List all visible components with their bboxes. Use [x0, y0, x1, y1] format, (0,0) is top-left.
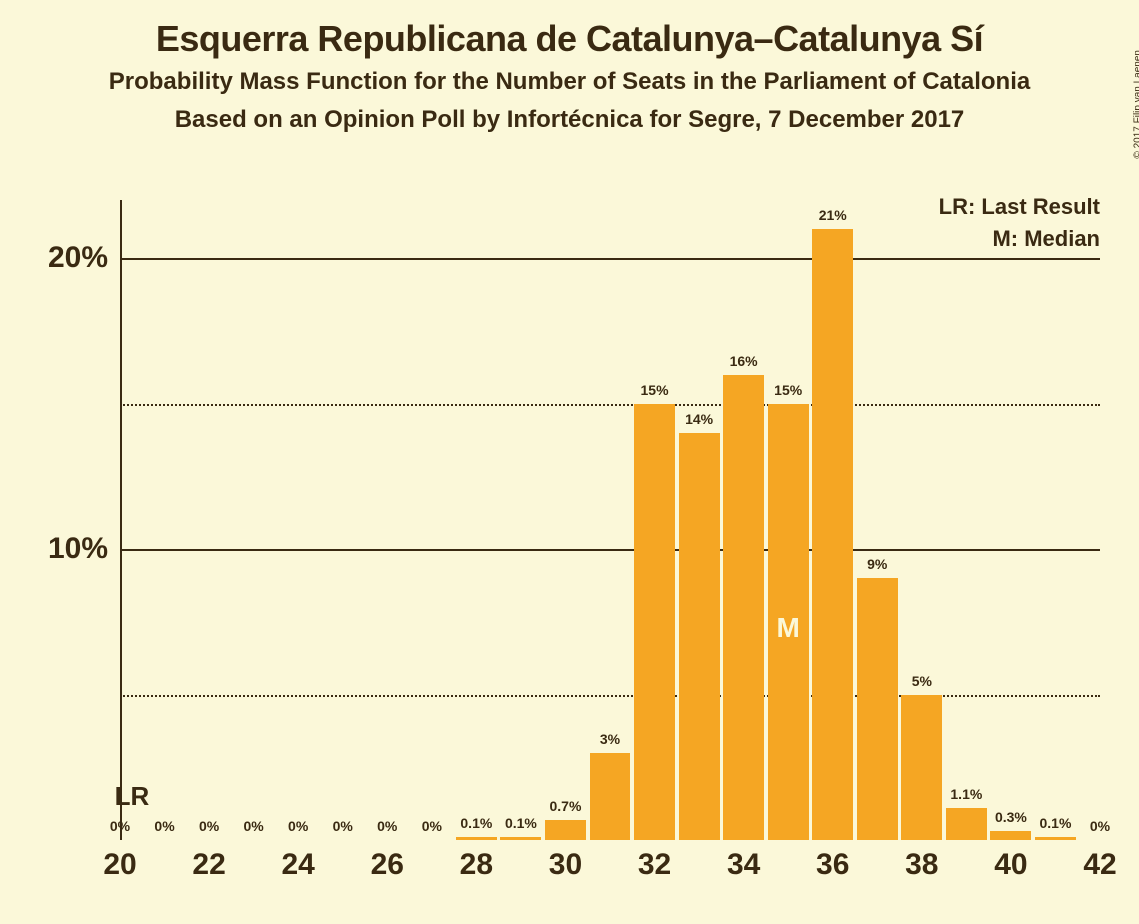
bar-value-label: 15% — [641, 382, 669, 398]
last-result-marker: LR — [115, 781, 150, 812]
x-tick-label: 40 — [994, 848, 1027, 882]
bar — [634, 404, 675, 840]
bar-value-label: 0.1% — [505, 815, 537, 831]
bar-value-label: 0% — [288, 818, 308, 834]
bar — [545, 820, 586, 840]
bar — [456, 837, 497, 840]
bar-value-label: 3% — [600, 731, 620, 747]
bar — [1035, 837, 1076, 840]
bar-value-label: 0% — [244, 818, 264, 834]
legend-lr: LR: Last Result — [939, 194, 1100, 220]
gridline — [120, 404, 1100, 406]
x-tick-label: 28 — [460, 848, 493, 882]
legend: LR: Last Result M: Median — [939, 194, 1100, 258]
x-tick-label: 36 — [816, 848, 849, 882]
median-marker: M — [777, 612, 800, 644]
bar — [500, 837, 541, 840]
bar-value-label: 0% — [154, 818, 174, 834]
chart-subtitle-1: Probability Mass Function for the Number… — [0, 68, 1139, 96]
bar-value-label: 0.1% — [460, 815, 492, 831]
bar-value-label: 9% — [867, 556, 887, 572]
y-axis — [120, 200, 122, 840]
bar-value-label: 5% — [912, 673, 932, 689]
x-tick-label: 20 — [103, 848, 136, 882]
bar — [857, 578, 898, 840]
gridline — [120, 258, 1100, 260]
gridline — [120, 549, 1100, 551]
title-block: Esquerra Republicana de Catalunya–Catalu… — [0, 0, 1139, 134]
bar-value-label: 0% — [1090, 818, 1110, 834]
bar — [812, 229, 853, 840]
bar-value-label: 15% — [774, 382, 802, 398]
x-tick-label: 42 — [1083, 848, 1116, 882]
legend-m: M: Median — [939, 226, 1100, 252]
bar — [679, 433, 720, 840]
y-tick-label: 10% — [48, 532, 108, 566]
bar-value-label: 16% — [730, 353, 758, 369]
bar-value-label: 0.3% — [995, 809, 1027, 825]
bar-value-label: 0% — [377, 818, 397, 834]
bar-value-label: 14% — [685, 411, 713, 427]
x-tick-label: 26 — [371, 848, 404, 882]
x-tick-label: 32 — [638, 848, 671, 882]
bar-value-label: 21% — [819, 207, 847, 223]
bar-value-label: 0% — [333, 818, 353, 834]
bar-value-label: 0.1% — [1039, 815, 1071, 831]
chart-title: Esquerra Republicana de Catalunya–Catalu… — [0, 18, 1139, 60]
chart-area: LR: Last Result M: Median 10%20%0%0%0%0%… — [120, 200, 1100, 840]
x-tick-label: 30 — [549, 848, 582, 882]
bar — [723, 375, 764, 840]
bar — [901, 695, 942, 840]
copyright-text: © 2017 Filip van Laenen — [1133, 50, 1139, 159]
x-tick-label: 24 — [281, 848, 314, 882]
chart-subtitle-2: Based on an Opinion Poll by Infortécnica… — [0, 106, 1139, 134]
x-tick-label: 34 — [727, 848, 760, 882]
gridline — [120, 695, 1100, 697]
bar — [590, 753, 631, 840]
bar — [946, 808, 987, 840]
y-tick-label: 20% — [48, 241, 108, 275]
bar-value-label: 0% — [422, 818, 442, 834]
bar-value-label: 0% — [199, 818, 219, 834]
bar-value-label: 0% — [110, 818, 130, 834]
x-tick-label: 38 — [905, 848, 938, 882]
bar-value-label: 0.7% — [549, 798, 581, 814]
bar-value-label: 1.1% — [950, 786, 982, 802]
x-tick-label: 22 — [192, 848, 225, 882]
bar — [990, 831, 1031, 840]
